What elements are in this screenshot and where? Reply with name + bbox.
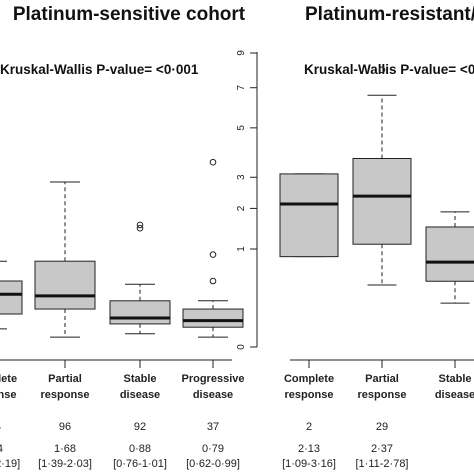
category-label: Partial [48,373,82,385]
y-axis-tick-label: 3 [236,174,247,180]
category-median-value: 1·94 [0,443,3,455]
y-axis-tick-label: 2 [236,205,247,211]
category-label: disease [193,389,233,401]
category-median-value: 2·37 [371,443,393,455]
left-kruskal-wallis-annotation: Kruskal-Wallis P-value= <0·001 [0,62,199,77]
category-median-value: 0·79 [202,443,224,455]
outlier-point [378,66,386,74]
category-n: 92 [134,421,146,433]
y-axis-tick-label: 5 [236,125,247,131]
category-n: 2 [306,421,312,433]
outlier-point [136,224,144,232]
y-axis-tick-label: 7 [236,84,247,90]
category-label: disease [435,389,474,401]
right-kruskal-wallis-annotation: Kruskal-Wallis P-value= <0 [304,62,474,77]
box [109,300,171,325]
category-label: response [0,389,16,401]
right-plot-area: Complete response 2 2·13 [1·09-3·16] Partial r… [236,50,474,470]
category-n: 37 [207,421,219,433]
y-axis-tick-label: 9 [236,50,247,56]
category-confidence-interval: [1·09-3·16] [282,458,336,470]
box [352,157,412,245]
box [34,260,96,310]
category-label: disease [120,389,160,401]
category-label: Complete [0,373,17,385]
outlier-point [209,158,217,166]
box [279,173,339,258]
category-confidence-interval: [0·62-0·99] [186,458,240,470]
box [425,226,474,282]
category-label: response [358,389,407,401]
y-axis-tick-label: 1 [236,246,247,252]
box [0,280,23,315]
category-label: Stable [438,373,471,385]
category-label: response [285,389,334,401]
category-median-value: 2·13 [298,443,320,455]
category-label: Complete [284,373,334,385]
left-chart-title: Platinum-sensitive cohort [13,4,246,25]
box [182,308,244,328]
category-n: 224 [0,421,1,433]
category-confidence-interval: [1·58–2·19] [0,458,20,470]
left-plot-area: Complete response 224 1·94 [1·58–2·19] Partia… [0,158,245,470]
category-confidence-interval: [1·39-2·03] [38,458,92,470]
category-label: Progressive [182,373,245,385]
category-confidence-interval: [0·76-1·01] [113,458,167,470]
category-label: Stable [123,373,156,385]
category-label: Partial [365,373,399,385]
y-axis-tick-label: 0 [236,344,247,350]
category-n: 96 [59,421,71,433]
outlier-point [136,221,144,229]
right-chart-title: Platinum-resistant/refractory cohort [305,4,474,25]
outlier-point [209,277,217,285]
left-panel: Platinum-sensitive cohort Kruskal-Wallis… [0,4,246,470]
category-confidence-interval: [1·11-2·78] [356,458,409,470]
category-median-value: 0·88 [129,443,151,455]
category-label: response [41,389,90,401]
right-panel: Platinum-resistant/refractory cohort Kru… [236,4,474,470]
category-median-value: 1·68 [54,443,76,455]
outlier-point [209,251,217,258]
category-n: 29 [376,421,388,433]
